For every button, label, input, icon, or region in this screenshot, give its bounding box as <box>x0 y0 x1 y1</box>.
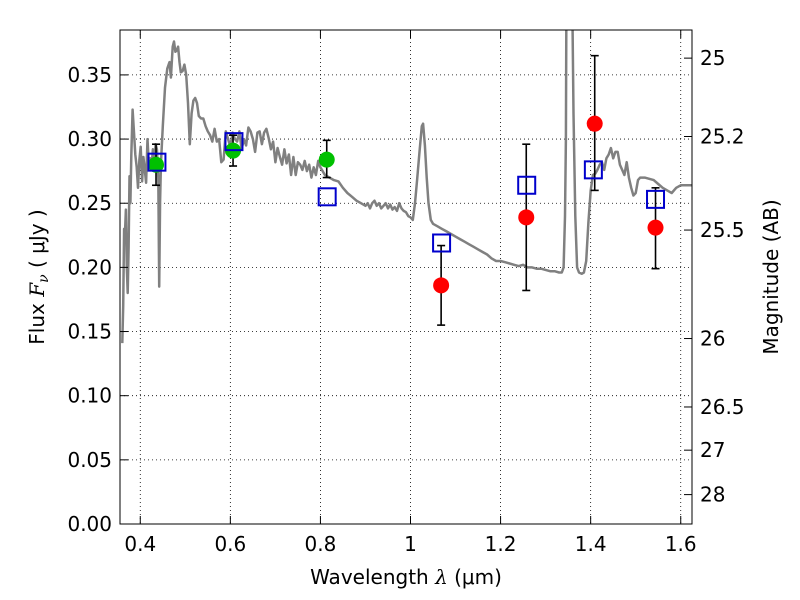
nir-flux-point <box>586 115 603 132</box>
nir-flux-point <box>433 277 450 294</box>
model-flux-box <box>432 233 452 253</box>
mag-tick-label: 26.5 <box>700 395 745 419</box>
model-flux-boxes <box>147 132 666 253</box>
template-spectrum <box>121 29 692 344</box>
y-tick-label: 0.35 <box>67 63 112 87</box>
photometry-points <box>148 115 664 294</box>
model-flux-box <box>317 187 337 207</box>
nir-flux-point <box>518 209 535 226</box>
y-tick-label: 0.25 <box>67 191 112 215</box>
x-tick-label: 0.8 <box>305 532 337 556</box>
axis-ticks: 0.4 0.6 0.8 1 1.2 1.4 1.6 0.00 0.05 0.10 0.15 0.20 0… <box>67 30 745 556</box>
mag-tick-label: 25.5 <box>700 218 745 242</box>
y-tick-label: 0.20 <box>67 255 112 279</box>
optical-flux-point <box>318 151 335 168</box>
y2-axis-label: Magnitude (AB) <box>759 199 783 354</box>
model-flux-box <box>224 132 244 152</box>
model-flux-box <box>646 189 666 209</box>
grid-lines <box>120 30 692 525</box>
mag-tick-label: 25 <box>700 46 725 70</box>
mag-tick-label: 28 <box>700 483 725 507</box>
optical-flux-point <box>148 156 165 173</box>
y-axis-label: Flux Fν ( μJy ) <box>25 209 52 344</box>
model-flux-box <box>147 152 167 172</box>
mag-tick-label: 25.2 <box>700 125 745 149</box>
mag-tick-label: 27 <box>700 438 725 462</box>
y-tick-label: 0.10 <box>67 384 112 408</box>
x-tick-label: 0.4 <box>124 532 156 556</box>
x-tick-label: 1.6 <box>665 532 697 556</box>
x-tick-label: 0.6 <box>214 532 246 556</box>
model-flux-box <box>517 175 537 195</box>
y-tick-label: 0.00 <box>67 512 112 536</box>
plot-frame <box>119 29 693 525</box>
error-bars <box>152 54 660 326</box>
y-tick-label: 0.15 <box>67 320 112 344</box>
template-spectrum-line <box>121 29 692 344</box>
x-axis-label: Wavelength λ (μm) <box>310 565 502 589</box>
x-tick-label: 1 <box>404 532 417 556</box>
x-tick-label: 1.2 <box>485 532 517 556</box>
x-tick-label: 1.4 <box>575 532 607 556</box>
mag-tick-label: 26 <box>700 327 725 351</box>
y-tick-label: 0.30 <box>67 127 112 151</box>
model-flux-box <box>583 160 603 180</box>
nir-flux-point <box>647 219 664 236</box>
y-tick-label: 0.05 <box>67 448 112 472</box>
